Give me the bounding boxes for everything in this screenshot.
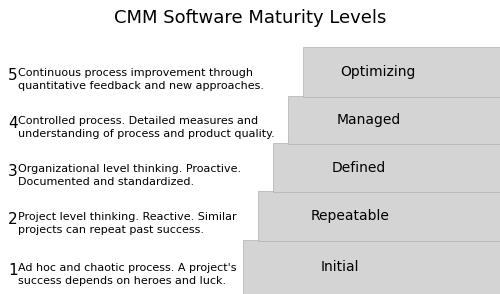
Text: Managed: Managed bbox=[336, 113, 400, 127]
Bar bbox=[302, 47, 500, 97]
Bar bbox=[258, 191, 500, 241]
Text: 1: 1 bbox=[8, 263, 18, 278]
Text: Repeatable: Repeatable bbox=[310, 209, 389, 223]
Text: Continuous process improvement through
quantitative feedback and new approaches.: Continuous process improvement through q… bbox=[18, 68, 264, 91]
Text: Organizational level thinking. Proactive.
Documented and standardized.: Organizational level thinking. Proactive… bbox=[18, 163, 241, 187]
Text: 3: 3 bbox=[8, 163, 18, 178]
Text: Optimizing: Optimizing bbox=[340, 65, 415, 79]
Text: Ad hoc and chaotic process. A project's
success depends on heroes and luck.: Ad hoc and chaotic process. A project's … bbox=[18, 263, 236, 286]
Text: Defined: Defined bbox=[332, 161, 386, 175]
Bar bbox=[288, 96, 500, 144]
Bar bbox=[242, 240, 500, 294]
Text: 2: 2 bbox=[8, 212, 18, 227]
Text: Project level thinking. Reactive. Similar
projects can repeat past success.: Project level thinking. Reactive. Simila… bbox=[18, 212, 236, 235]
Text: 4: 4 bbox=[8, 116, 18, 131]
Text: Initial: Initial bbox=[321, 260, 360, 274]
Bar bbox=[272, 143, 500, 192]
Text: Controlled process. Detailed measures and
understanding of process and product q: Controlled process. Detailed measures an… bbox=[18, 116, 275, 139]
Text: CMM Software Maturity Levels: CMM Software Maturity Levels bbox=[114, 9, 386, 27]
Text: 5: 5 bbox=[8, 68, 18, 83]
